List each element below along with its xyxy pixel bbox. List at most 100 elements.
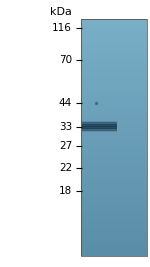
Bar [81, 37, 147, 40]
Bar [82, 131, 117, 132]
Bar [81, 25, 147, 28]
Bar [81, 45, 147, 48]
Bar [81, 75, 147, 78]
Bar [81, 28, 147, 31]
Bar [81, 108, 147, 111]
Bar [81, 60, 147, 63]
Bar [81, 209, 147, 212]
Text: 22: 22 [59, 163, 72, 173]
Bar [81, 125, 147, 129]
Bar [81, 238, 147, 241]
Bar [81, 164, 147, 167]
Text: 70: 70 [59, 55, 72, 65]
Bar [81, 114, 147, 117]
Bar [81, 194, 147, 197]
Bar [82, 128, 117, 129]
Bar [82, 129, 117, 130]
Bar [81, 253, 147, 256]
Bar [82, 122, 117, 123]
Bar [82, 123, 117, 124]
Bar [82, 122, 117, 123]
Bar [81, 218, 147, 221]
Bar [81, 66, 147, 69]
Bar [81, 250, 147, 253]
Bar [81, 102, 147, 105]
Bar [81, 170, 147, 173]
Bar [81, 241, 147, 245]
Bar [81, 188, 147, 191]
Bar [81, 197, 147, 200]
Bar [81, 48, 147, 51]
Bar [81, 135, 147, 138]
Bar [82, 124, 117, 125]
Bar [81, 233, 147, 235]
Bar [81, 212, 147, 215]
Bar [81, 93, 147, 96]
Text: 44: 44 [59, 98, 72, 108]
Bar [81, 146, 147, 150]
Text: kDa: kDa [50, 7, 72, 17]
Bar [81, 123, 147, 125]
Bar [81, 235, 147, 238]
Bar [81, 230, 147, 233]
Bar [82, 132, 117, 133]
Bar [81, 105, 147, 108]
Bar [81, 90, 147, 93]
Bar [81, 78, 147, 81]
Bar [81, 191, 147, 194]
Bar [82, 120, 117, 121]
Bar [81, 182, 147, 185]
Bar [81, 143, 147, 146]
Bar [82, 128, 117, 129]
Bar [82, 125, 117, 126]
Bar [81, 81, 147, 84]
Bar [81, 40, 147, 42]
Bar [81, 72, 147, 75]
Bar [81, 63, 147, 66]
Bar [81, 117, 147, 120]
Bar [81, 132, 147, 135]
Bar [81, 173, 147, 176]
Text: 18: 18 [59, 186, 72, 196]
Text: 33: 33 [59, 122, 72, 132]
Bar [81, 84, 147, 87]
Bar [81, 152, 147, 155]
Bar [82, 124, 117, 125]
Bar [81, 42, 147, 45]
Bar [81, 247, 147, 250]
Bar [81, 227, 147, 230]
Bar [81, 51, 147, 54]
Bar [81, 87, 147, 90]
Bar [81, 221, 147, 224]
Bar [81, 120, 147, 123]
Bar [81, 244, 147, 248]
Text: 116: 116 [52, 23, 72, 33]
Bar [81, 149, 147, 152]
Bar [81, 54, 147, 57]
Bar [82, 121, 117, 122]
Bar [81, 161, 147, 164]
Bar [81, 19, 147, 22]
Text: 27: 27 [59, 140, 72, 151]
Bar [81, 206, 147, 209]
Bar [81, 158, 147, 161]
Bar [81, 223, 147, 227]
Bar [81, 179, 147, 182]
Bar [81, 200, 147, 203]
Bar [81, 203, 147, 206]
Bar [81, 99, 147, 102]
Bar [82, 130, 117, 131]
Bar [81, 140, 147, 143]
Bar [82, 127, 117, 128]
Bar [81, 215, 147, 218]
Bar [81, 155, 147, 158]
Bar [81, 138, 147, 140]
Bar [81, 19, 147, 256]
Bar [81, 176, 147, 179]
Bar [81, 167, 147, 170]
Bar [81, 185, 147, 188]
Bar [81, 22, 147, 25]
Bar [81, 69, 147, 72]
Bar [81, 33, 147, 37]
Bar [82, 126, 117, 127]
